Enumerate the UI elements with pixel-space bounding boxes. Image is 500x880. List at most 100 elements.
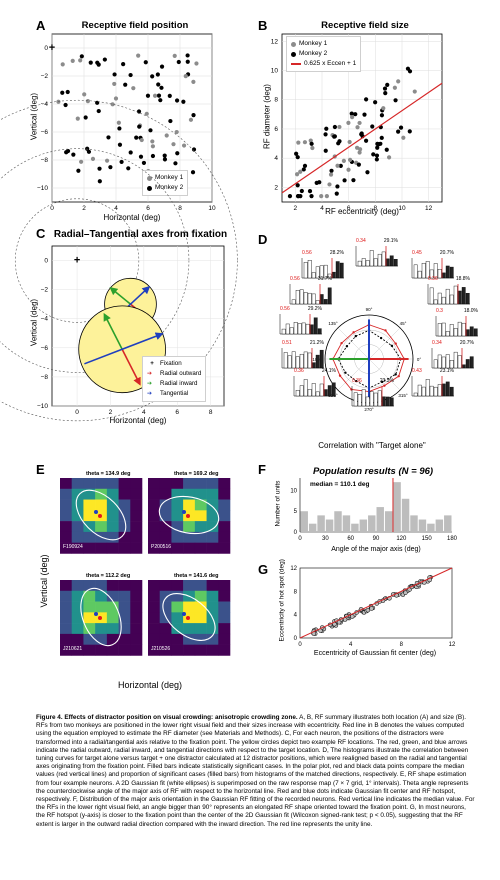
histogram-bar bbox=[453, 285, 458, 305]
heatmap-cell bbox=[83, 510, 96, 522]
heatmap-cell bbox=[83, 623, 96, 635]
median-correlation-value: 0.36 bbox=[428, 276, 438, 282]
histogram-bar bbox=[303, 292, 308, 305]
correlation-histogram: 0.36 23.3% bbox=[351, 378, 394, 408]
histogram-bar bbox=[365, 260, 370, 267]
heatmap-cell bbox=[206, 510, 219, 522]
percent-significant-value: 28.2% bbox=[329, 250, 344, 256]
heatmap-cell bbox=[71, 499, 84, 511]
x-tick-label: 2 bbox=[294, 205, 298, 212]
heatmap-cell bbox=[206, 633, 219, 645]
y-tick-label: 10 bbox=[271, 68, 279, 75]
data-point bbox=[155, 72, 160, 77]
heatmap-cell bbox=[106, 612, 119, 624]
heatmap-cell bbox=[83, 612, 96, 624]
data-point bbox=[356, 162, 361, 167]
histogram-bar bbox=[469, 356, 474, 369]
data-point bbox=[375, 141, 380, 146]
data-point bbox=[185, 53, 190, 58]
x-tick-label: 8 bbox=[400, 642, 404, 648]
data-point bbox=[324, 126, 329, 131]
histogram-bar bbox=[465, 329, 470, 337]
heatmap-cell bbox=[171, 542, 184, 554]
histogram-bar bbox=[441, 296, 446, 305]
data-point bbox=[403, 590, 408, 595]
panel-g-letter: G bbox=[258, 562, 269, 577]
data-point bbox=[349, 111, 354, 116]
correlation-histogram: 0.51 21.2% bbox=[281, 340, 324, 370]
data-point bbox=[374, 157, 379, 162]
histogram-bar bbox=[437, 354, 442, 369]
histogram-bar bbox=[303, 351, 308, 369]
data-point bbox=[141, 160, 147, 166]
eccentricity-arc bbox=[14, 198, 140, 323]
heatmap-cell bbox=[194, 612, 207, 624]
panel-b-title: Receptive field size bbox=[321, 20, 409, 31]
heatmap-theta-label: theta = 112.2 deg bbox=[86, 573, 131, 579]
data-point bbox=[136, 109, 142, 114]
median-correlation-value: 0.36 bbox=[352, 378, 362, 384]
caption-title: Figure 4. Effects of distractor position… bbox=[36, 714, 298, 721]
heatmap-cell bbox=[71, 633, 84, 645]
data-point bbox=[148, 128, 153, 133]
histogram-bar bbox=[418, 519, 427, 532]
histogram-bar bbox=[287, 355, 292, 369]
histogram-bar bbox=[315, 391, 320, 397]
heatmap-cell bbox=[106, 510, 119, 522]
percent-significant-value: 21.2% bbox=[309, 340, 324, 346]
heatmap-cell bbox=[183, 542, 196, 554]
data-point bbox=[102, 57, 107, 62]
data-point bbox=[335, 163, 340, 168]
heatmap-cell bbox=[183, 580, 196, 592]
y-tick-label: 12 bbox=[271, 38, 279, 45]
panel-g-ylabel: Eccentricity of hot spot (deg) bbox=[278, 559, 286, 642]
histogram-bar bbox=[305, 323, 310, 335]
data-point bbox=[104, 158, 110, 163]
data-point bbox=[346, 120, 351, 125]
heatmap-cell bbox=[95, 590, 108, 602]
data-point bbox=[176, 59, 181, 65]
gaussian-center-dot bbox=[186, 514, 190, 518]
fixation-cross: + bbox=[49, 42, 55, 54]
data-point bbox=[78, 58, 83, 63]
panel-a-xlabel: Horizontal (deg) bbox=[103, 213, 161, 222]
heatmap-cell bbox=[83, 478, 96, 490]
heatmap-cell bbox=[148, 478, 161, 490]
polar-point bbox=[379, 336, 383, 340]
heatmap-cell bbox=[118, 521, 131, 533]
heatmap-cell bbox=[206, 580, 219, 592]
heatmap-cell bbox=[194, 478, 207, 490]
data-point bbox=[173, 161, 178, 166]
histogram-bar bbox=[311, 383, 316, 397]
heatmap-cell bbox=[118, 542, 131, 554]
data-point bbox=[294, 151, 299, 156]
data-point bbox=[407, 69, 413, 74]
median-correlation-value: 0.45 bbox=[412, 250, 422, 256]
histogram-bar bbox=[357, 394, 362, 407]
heatmap-cell bbox=[60, 644, 73, 656]
heatmap-cell bbox=[71, 623, 84, 635]
heatmap-cell bbox=[206, 601, 219, 613]
polar-point bbox=[383, 384, 386, 387]
median-correlation-value: 0.34 bbox=[432, 340, 442, 346]
heatmap-cell bbox=[106, 521, 119, 533]
heatmap-cell bbox=[218, 633, 231, 645]
heatmap-cell bbox=[206, 499, 219, 511]
x-tick-label: 4 bbox=[320, 205, 324, 212]
histogram-bar bbox=[377, 253, 382, 267]
heatmap-cell bbox=[194, 590, 207, 602]
histogram-bar bbox=[429, 287, 434, 305]
hotspot-dot bbox=[182, 510, 186, 514]
histogram-bar bbox=[373, 392, 378, 407]
heatmap-cell bbox=[95, 499, 108, 511]
polar-point bbox=[338, 374, 342, 377]
x-tick-label: 4 bbox=[114, 205, 118, 212]
data-point bbox=[85, 99, 91, 104]
polar-spoke bbox=[368, 327, 401, 360]
histogram-bar bbox=[457, 290, 462, 305]
data-point bbox=[158, 98, 163, 103]
histogram-bar bbox=[361, 258, 366, 267]
heatmap-cell bbox=[148, 612, 161, 624]
histogram-bar bbox=[413, 264, 418, 279]
heatmap-cell bbox=[171, 510, 184, 522]
